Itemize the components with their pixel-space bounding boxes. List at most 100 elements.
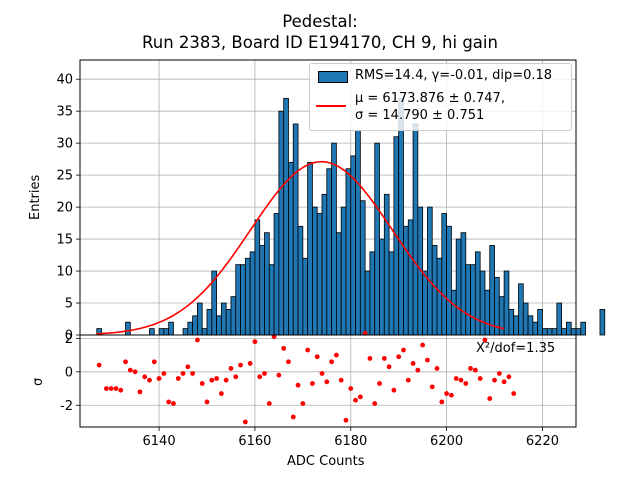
histogram-bar bbox=[570, 328, 577, 336]
histogram-bar bbox=[197, 302, 203, 336]
residual-point bbox=[482, 337, 488, 343]
histogram-bar bbox=[307, 161, 313, 336]
histogram-bar bbox=[479, 270, 486, 336]
residual-point bbox=[266, 401, 272, 406]
residual-point bbox=[386, 364, 392, 370]
histogram-bar bbox=[527, 315, 534, 336]
histogram-bar bbox=[220, 302, 227, 336]
histogram-bar bbox=[455, 238, 462, 336]
residual-point bbox=[434, 366, 440, 371]
histogram-bar bbox=[216, 315, 222, 336]
residual-point bbox=[290, 414, 296, 420]
residual-point bbox=[156, 376, 162, 381]
legend-fit-swatch bbox=[316, 105, 346, 107]
residual-point bbox=[381, 356, 387, 361]
residual-point bbox=[472, 367, 478, 373]
histogram-bar bbox=[537, 309, 543, 336]
histogram-bar bbox=[254, 219, 261, 336]
histogram-bar bbox=[168, 321, 174, 336]
histogram-bar bbox=[350, 155, 356, 336]
residual-point bbox=[444, 391, 450, 396]
residual-point bbox=[506, 374, 512, 380]
x-tick-label: 6180 bbox=[334, 434, 367, 449]
legend-fit-label-1: μ = 6173.876 ± 0.747, bbox=[355, 91, 505, 106]
histogram-bar bbox=[561, 328, 567, 336]
residual-point bbox=[123, 359, 128, 365]
residual-point bbox=[103, 386, 109, 391]
histogram-bar bbox=[513, 315, 519, 336]
histogram-bar bbox=[163, 328, 170, 336]
residual-point bbox=[233, 374, 239, 380]
y-tick-label: 15 bbox=[56, 233, 73, 248]
histogram-bar bbox=[566, 321, 572, 336]
residual-point bbox=[127, 367, 133, 373]
histogram-bar bbox=[470, 264, 476, 336]
histogram-bar bbox=[388, 251, 395, 336]
histogram-bar bbox=[465, 264, 471, 336]
residual-points bbox=[96, 330, 517, 425]
residual-point bbox=[96, 362, 102, 368]
histogram-bar bbox=[149, 328, 155, 336]
residual-point bbox=[209, 377, 215, 383]
x-tick-label: 6140 bbox=[143, 434, 176, 449]
residual-point bbox=[166, 399, 172, 405]
residual-point bbox=[147, 377, 152, 383]
residual-point bbox=[496, 371, 502, 376]
histogram-bar bbox=[259, 245, 265, 336]
residual-point bbox=[372, 401, 378, 406]
residual-point bbox=[113, 386, 119, 391]
histogram-bar bbox=[326, 168, 332, 336]
histogram-bar bbox=[230, 296, 237, 336]
residual-point bbox=[171, 401, 176, 406]
residual-y-tick-label: 2 bbox=[65, 332, 73, 347]
histogram-bar bbox=[249, 251, 256, 336]
histogram-bar bbox=[355, 129, 361, 336]
histogram-bar bbox=[441, 213, 448, 336]
histogram-bar bbox=[278, 110, 285, 336]
histogram-bar bbox=[240, 264, 246, 336]
residual-ticks: 6140 6160 6180 6200 6220-202 bbox=[60, 332, 559, 449]
residual-point bbox=[223, 377, 229, 383]
residual-point bbox=[415, 367, 421, 373]
residual-point bbox=[300, 401, 306, 406]
chi2-annotation: X²/dof=1.35 bbox=[476, 341, 556, 356]
histogram-bar bbox=[192, 315, 198, 336]
residual-point bbox=[333, 352, 339, 358]
histogram-bar bbox=[379, 238, 385, 336]
histogram-bar bbox=[575, 328, 582, 336]
histogram-bar bbox=[522, 302, 529, 336]
residual-point bbox=[458, 377, 464, 383]
residual-point bbox=[242, 419, 248, 425]
residual-point bbox=[453, 376, 459, 381]
y-tick-label: 40 bbox=[56, 73, 73, 88]
histogram-bar bbox=[283, 97, 289, 336]
residual-point bbox=[295, 382, 301, 388]
histogram-bar bbox=[321, 193, 328, 336]
histogram-bar bbox=[460, 232, 467, 336]
histogram-bar bbox=[235, 264, 241, 336]
residual-point bbox=[353, 397, 358, 403]
x-axis-label: ADC Counts bbox=[287, 454, 365, 469]
residual-frame bbox=[79, 334, 577, 428]
residual-point bbox=[151, 359, 157, 365]
residual-point bbox=[487, 396, 493, 401]
histogram-bar bbox=[359, 200, 366, 336]
residual-point bbox=[314, 354, 320, 360]
histogram-bar bbox=[374, 142, 380, 336]
histogram-bar bbox=[292, 123, 299, 336]
legend: RMS=14.4, γ=-0.01, dip=0.18 μ = 6173.876… bbox=[309, 63, 572, 131]
residual-point bbox=[357, 394, 363, 400]
residual-y-tick-label: -2 bbox=[60, 399, 73, 414]
y-tick-label: 25 bbox=[56, 169, 73, 184]
residual-point bbox=[247, 361, 253, 366]
histogram-bar bbox=[302, 257, 309, 336]
residual-point bbox=[367, 356, 373, 361]
x-tick-label: 6220 bbox=[526, 434, 559, 449]
histogram-bar bbox=[345, 168, 352, 336]
residual-point bbox=[511, 391, 517, 396]
residual-point bbox=[329, 359, 334, 365]
histogram-bar bbox=[312, 206, 318, 336]
histogram-bar bbox=[518, 283, 524, 336]
residual-point bbox=[310, 381, 315, 386]
residual-point bbox=[338, 377, 344, 383]
